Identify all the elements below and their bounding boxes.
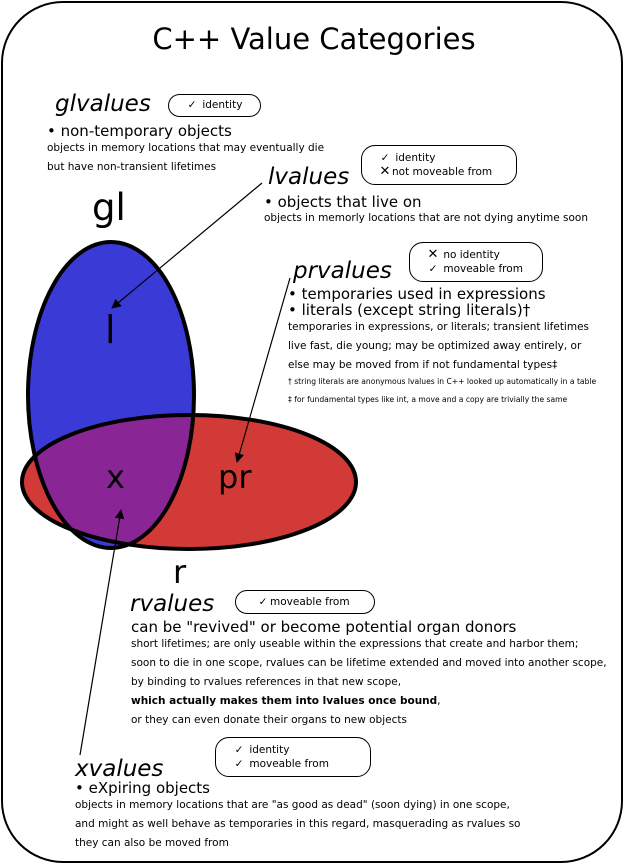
region-label-gl: gl [92,186,126,229]
prvalues-footnote-1: † string literals are anonymous lvalues … [288,377,597,386]
lvalues-heading: lvalues [268,164,350,190]
check-icon: ✓ [234,758,244,770]
cross-icon: ✕ [427,247,439,262]
check-icon: ✓ [428,263,438,275]
lvalues-bullet: • objects that live on [264,193,422,211]
xvalues-desc: objects in memory locations that are "as… [75,799,521,849]
rvalues-lead: can be "revived" or become potential org… [131,618,517,636]
prvalues-footnote-2: ‡ for fundamental types like int, a move… [288,395,568,404]
glvalues-bullet: • non-temporary objects [47,122,232,140]
check-icon: ✓ [258,596,268,608]
lvalues-badge: ✓ identity ✕ not moveable from [361,145,517,185]
cross-icon: ✕ [379,164,391,179]
rvalues-heading: rvalues [130,591,215,617]
lvalues-desc: objects in memorly locations that are no… [264,212,588,224]
prvalues-bullet-2: • literals (except string literals)† [288,301,531,319]
glvalues-badge: ✓ identity [168,94,261,117]
region-label-l: l [105,308,116,352]
glvalues-desc: objects in memory locations that may eve… [47,142,325,173]
check-icon: ✓ [234,744,244,756]
glvalues-heading: glvalues [55,91,151,117]
xvalues-heading: xvalues [75,756,164,782]
xvalues-badge: ✓ identity ✓ moveable from [215,737,371,777]
prvalues-badge: ✕ no identity ✓ moveable from [409,242,543,282]
xvalue-arrow [79,509,125,756]
prvalue-arrow [234,277,291,463]
xvalues-bullet: • eXpiring objects [75,779,210,797]
prvalues-bullet-1: • temporaries used in expressions [288,285,546,303]
region-label-r: r [173,553,187,591]
region-label-x: x [106,458,125,496]
prvalues-desc: temporaries in expressions, or literals;… [288,321,590,371]
lvalue-arrow [111,182,263,309]
region-label-pr: pr [218,458,252,496]
prvalues-heading: prvalues [293,258,392,284]
page-title: C++ Value Categories [152,22,476,56]
check-icon: ✓ [380,152,390,164]
rvalues-badge: ✓ moveable from [235,590,375,614]
rvalues-desc: short lifetimes; are only useable within… [131,638,607,726]
check-icon: ✓ [187,99,197,111]
